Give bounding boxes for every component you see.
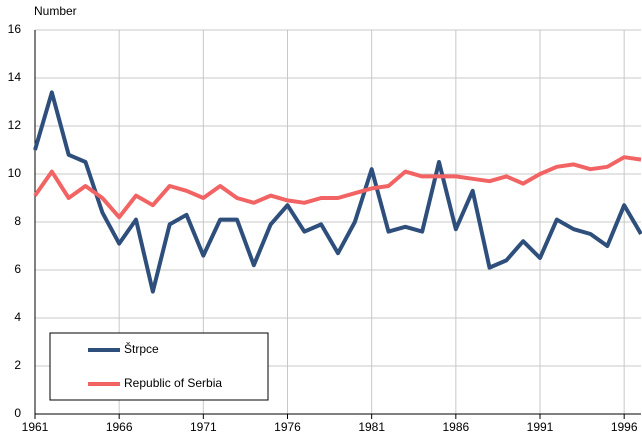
x-tick-label: 1991 — [527, 420, 554, 434]
y-tick-label: 6 — [14, 262, 21, 276]
y-tick-label: 16 — [8, 22, 22, 36]
y-tick-label: 14 — [8, 70, 22, 84]
x-tick-label: 1961 — [22, 420, 49, 434]
y-tick-label: 10 — [8, 166, 22, 180]
y-tick-label: 0 — [14, 406, 21, 420]
x-tick-label: 1971 — [190, 420, 217, 434]
y-axis-label: Number — [34, 4, 77, 18]
y-tick-label: 4 — [14, 310, 21, 324]
series-line — [33, 155, 642, 220]
x-tick-label: 1976 — [274, 420, 301, 434]
x-tick-label: 1986 — [442, 420, 469, 434]
y-tick-label: 12 — [8, 118, 22, 132]
x-tick-label: 1966 — [106, 420, 133, 434]
x-tick-label: 1996 — [611, 420, 638, 434]
legend-label: Štrpce — [124, 341, 159, 356]
legend-box — [49, 332, 269, 401]
y-tick-label: 2 — [14, 358, 21, 372]
y-tick-label: 8 — [14, 214, 21, 228]
x-tick-label: 1981 — [358, 420, 385, 434]
legend-label: Republic of Serbia — [124, 376, 222, 390]
series-line — [33, 90, 642, 294]
